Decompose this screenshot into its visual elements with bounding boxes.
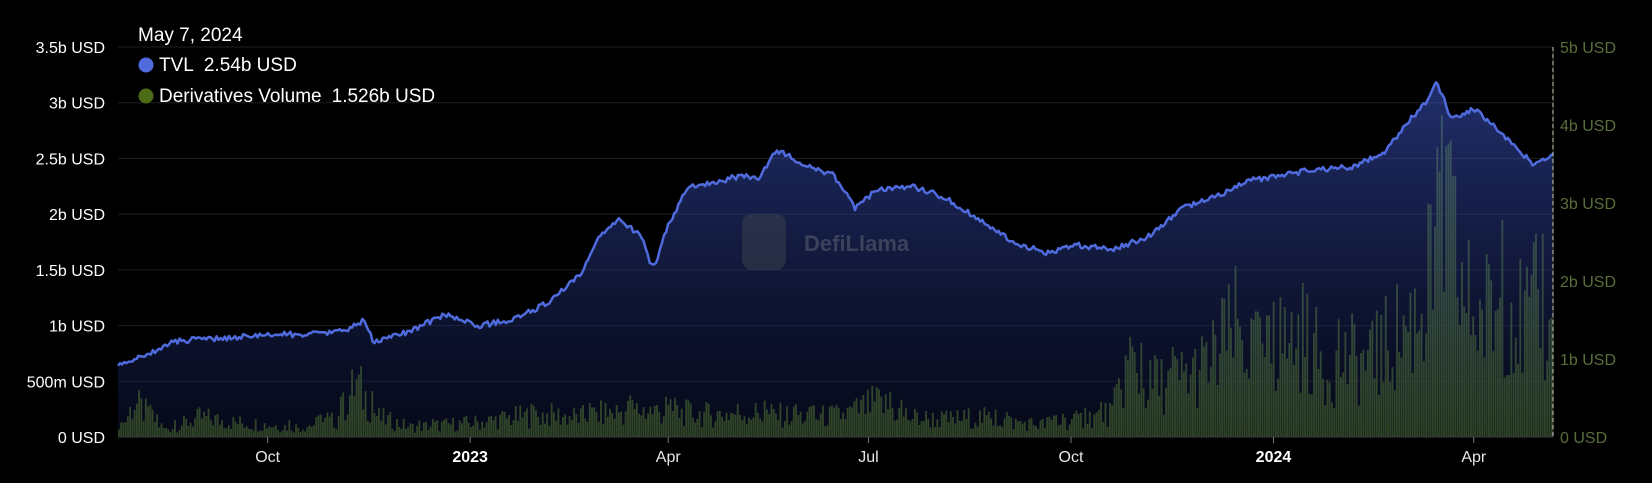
y-right-tick-label: 3b USD bbox=[1560, 196, 1616, 213]
x-tick-label: Oct bbox=[255, 449, 280, 466]
y-left-tick-label: 2.5b USD bbox=[36, 151, 105, 168]
x-tick-label: Apr bbox=[1461, 449, 1487, 466]
legend-tvl-name: TVL bbox=[159, 55, 194, 76]
tvl-area-layer bbox=[117, 81, 1554, 438]
y-right-tick-label: 4b USD bbox=[1560, 118, 1616, 135]
tooltip-legend: May 7, 2024 TVL 2.54b USD Derivatives Vol… bbox=[138, 25, 435, 107]
y-left-tick-label: 1b USD bbox=[49, 319, 105, 336]
legend-volume-value: 1.526b USD bbox=[332, 86, 436, 107]
llama-logo-icon bbox=[742, 214, 786, 270]
y-left-tick-label: 2b USD bbox=[49, 207, 105, 224]
legend-volume-name: Derivatives Volume bbox=[159, 86, 322, 107]
x-tick-label: 2023 bbox=[452, 449, 488, 466]
legend-tvl-value: 2.54b USD bbox=[204, 55, 297, 76]
watermark-text: DefiLlama bbox=[804, 231, 910, 256]
y-left-tick-label: 500m USD bbox=[27, 374, 105, 391]
left-y-axis: 0 USD 500m USD 1b USD 1.5b USD 2b USD 2.5b US… bbox=[27, 40, 105, 447]
y-right-tick-label: 2b USD bbox=[1560, 274, 1616, 291]
y-right-tick-label: 1b USD bbox=[1560, 352, 1616, 369]
x-tick-label: 2024 bbox=[1256, 449, 1292, 466]
y-left-tick-label: 1.5b USD bbox=[36, 263, 105, 280]
y-left-tick-label: 3b USD bbox=[49, 96, 105, 113]
right-y-axis: 0 USD 1b USD 2b USD 3b USD 4b USD 5b USD bbox=[1552, 40, 1616, 447]
legend-tvl: TVL 2.54b USD bbox=[159, 55, 297, 76]
volume-legend-dot-icon bbox=[138, 88, 154, 104]
watermark: DefiLlama bbox=[742, 214, 910, 270]
x-axis: Oct 2023 Apr Jul Oct 2024 Apr bbox=[118, 436, 1553, 466]
legend-volume: Derivatives Volume 1.526b USD bbox=[159, 86, 435, 107]
y-left-tick-label: 0 USD bbox=[58, 430, 105, 447]
y-right-tick-label: 0 USD bbox=[1560, 430, 1607, 447]
tooltip-date: May 7, 2024 bbox=[138, 25, 243, 46]
y-right-tick-label: 5b USD bbox=[1560, 40, 1616, 57]
x-tick-label: Oct bbox=[1059, 449, 1084, 466]
x-tick-label: Jul bbox=[858, 449, 878, 466]
tvl-area bbox=[118, 82, 1553, 438]
y-left-tick-label: 3.5b USD bbox=[36, 40, 105, 57]
tvl-line bbox=[117, 81, 1554, 367]
tvl-legend-dot-icon bbox=[138, 57, 154, 73]
x-tick-label: Apr bbox=[656, 449, 682, 466]
